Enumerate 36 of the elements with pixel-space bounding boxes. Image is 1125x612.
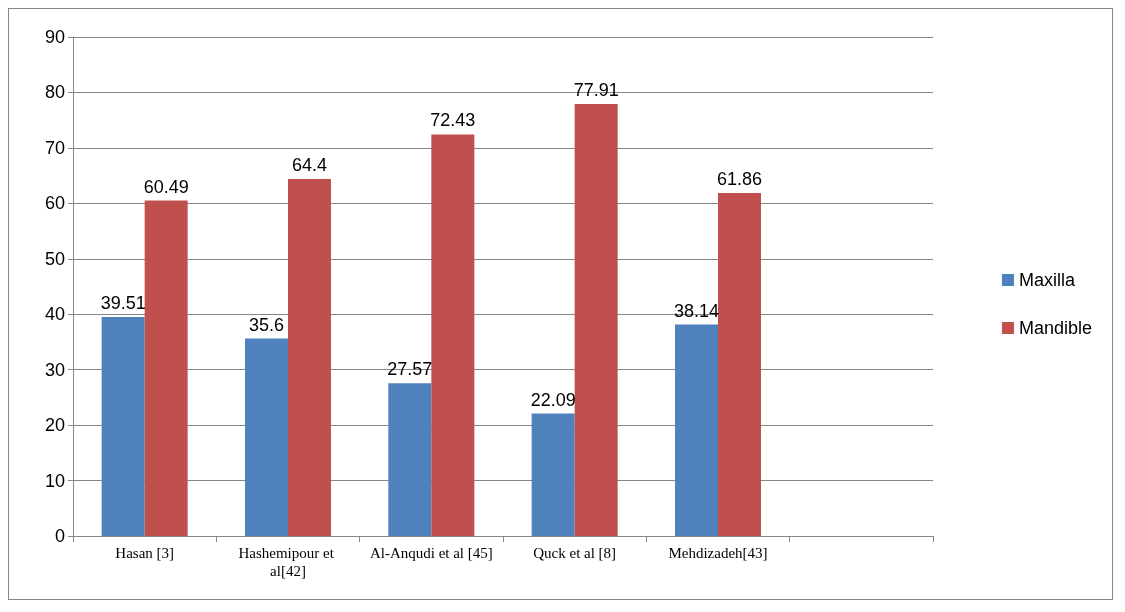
x-tick-label: Quck et al [8] — [533, 545, 617, 561]
data-label: 72.43 — [430, 110, 476, 131]
data-label: 27.57 — [387, 359, 433, 380]
x-tick-label: Hashemipour et al[42] — [238, 545, 338, 579]
data-label: 77.91 — [573, 80, 619, 101]
bar — [531, 413, 575, 536]
y-tick-label: 60 — [44, 193, 65, 214]
data-label: 35.6 — [248, 314, 285, 335]
bar — [574, 104, 618, 536]
bar — [675, 324, 718, 536]
bar — [388, 383, 432, 536]
y-tick-label: 20 — [44, 415, 65, 436]
bar — [431, 134, 475, 536]
legend-label: Maxilla — [1018, 270, 1076, 290]
data-label: 39.51 — [100, 292, 146, 313]
legend-label: Mandible — [1018, 318, 1092, 338]
x-tick-label: Hasan [3] — [115, 545, 175, 561]
y-tick-label: 10 — [44, 470, 65, 491]
bar — [718, 193, 761, 536]
y-tick-label: 0 — [54, 526, 65, 546]
bar — [144, 200, 188, 536]
x-tick-label: Al-Anqudi et al [45] — [369, 545, 493, 561]
y-tick-label: 80 — [44, 82, 65, 103]
data-label: 60.49 — [143, 176, 189, 197]
bar — [245, 338, 288, 536]
y-tick-label: 40 — [44, 304, 65, 325]
y-tick-label: 70 — [44, 137, 65, 158]
y-tick-label: 50 — [44, 248, 65, 269]
data-label: 22.09 — [530, 389, 576, 410]
bar — [288, 178, 331, 536]
y-tick-label: 30 — [44, 359, 65, 380]
data-label: 61.86 — [716, 169, 763, 190]
x-tick-label: Mehdizadeh[43] — [668, 545, 768, 561]
data-label: 64.4 — [291, 154, 328, 175]
y-tick-label: 90 — [44, 27, 65, 47]
bar — [101, 316, 145, 536]
